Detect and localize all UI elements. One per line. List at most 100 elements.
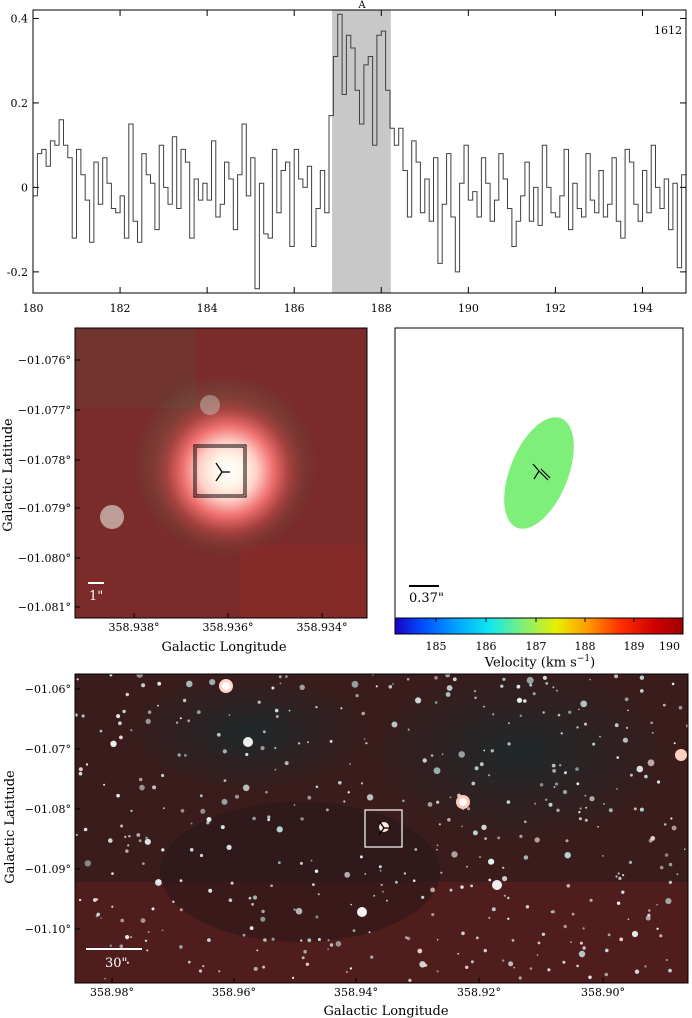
wide-y-ticks xyxy=(75,688,80,930)
colorbar-title-main: Velocity (km s xyxy=(484,655,577,671)
star xyxy=(678,705,683,710)
star xyxy=(274,747,277,749)
star xyxy=(507,742,511,746)
star xyxy=(315,785,319,789)
star xyxy=(199,794,203,798)
star xyxy=(446,685,453,691)
spectrum-id-label: 1612 xyxy=(654,24,682,37)
star xyxy=(668,862,673,867)
star xyxy=(216,732,221,737)
star xyxy=(338,781,342,785)
star xyxy=(223,779,227,782)
star xyxy=(506,800,511,804)
star xyxy=(125,692,129,697)
star xyxy=(559,764,562,767)
source-marker-icon xyxy=(215,462,230,482)
star xyxy=(605,948,609,953)
star xyxy=(300,817,304,821)
star xyxy=(110,740,117,747)
star xyxy=(621,890,625,894)
spectrum-x-tick-label: 190 xyxy=(458,302,479,315)
star xyxy=(508,722,510,724)
star xyxy=(162,807,165,810)
star xyxy=(126,961,129,964)
star xyxy=(412,879,416,882)
velocity-ellipse xyxy=(504,417,574,529)
star xyxy=(301,956,305,960)
star xyxy=(585,806,588,809)
star xyxy=(484,837,487,840)
star xyxy=(245,752,249,757)
zoom-y-axis-title: Galactic Latitude xyxy=(1,418,16,532)
star xyxy=(349,763,351,765)
star xyxy=(631,930,639,938)
star xyxy=(571,912,575,916)
star xyxy=(271,686,275,690)
zoom-x-tick-label: 358.936° xyxy=(203,621,254,634)
star xyxy=(161,848,165,852)
star xyxy=(644,774,648,779)
star xyxy=(467,807,471,811)
zoom-x-tick-label: 358.938° xyxy=(109,621,160,634)
zoom-image-frame xyxy=(74,327,368,619)
star xyxy=(479,762,484,767)
star xyxy=(614,723,619,728)
star xyxy=(441,753,444,755)
zoom-x-ticks xyxy=(133,613,323,618)
star xyxy=(76,678,79,681)
star xyxy=(119,735,123,740)
wide-y-tick-label: −01.07° xyxy=(25,743,71,756)
star xyxy=(116,714,121,719)
star xyxy=(300,939,303,942)
star xyxy=(624,697,629,702)
star xyxy=(471,781,476,786)
star xyxy=(386,899,388,902)
star xyxy=(257,700,261,704)
star xyxy=(299,684,305,690)
star xyxy=(547,968,551,972)
spectrum-x-tick-label: 186 xyxy=(284,302,305,315)
star xyxy=(656,780,661,784)
star xyxy=(651,732,654,734)
star xyxy=(639,675,645,680)
star xyxy=(474,766,479,771)
star xyxy=(436,800,440,804)
star xyxy=(438,823,441,826)
star xyxy=(108,838,113,843)
star xyxy=(75,833,79,837)
wide-source-box xyxy=(364,809,403,848)
star xyxy=(188,960,191,964)
star xyxy=(663,823,667,826)
star xyxy=(578,950,586,958)
star xyxy=(555,689,559,692)
star xyxy=(373,894,376,897)
spectrum-y-tick-label: 0.2 xyxy=(11,97,29,110)
star xyxy=(361,711,366,716)
star xyxy=(523,699,527,703)
star xyxy=(502,876,508,882)
star xyxy=(118,721,122,726)
star xyxy=(271,937,275,941)
star xyxy=(414,848,418,851)
star xyxy=(103,783,106,786)
velocity-range-highlight xyxy=(332,10,391,293)
star xyxy=(366,794,374,801)
star xyxy=(555,782,558,786)
star xyxy=(122,709,126,714)
star xyxy=(460,885,464,889)
star xyxy=(542,711,545,714)
star xyxy=(206,821,210,825)
star xyxy=(421,895,425,899)
star xyxy=(198,969,203,973)
star xyxy=(299,861,303,865)
star xyxy=(615,875,618,878)
star xyxy=(518,976,522,980)
spectrum-series xyxy=(33,13,686,290)
star xyxy=(445,674,450,678)
star xyxy=(584,818,588,822)
star xyxy=(584,722,587,726)
star xyxy=(684,848,686,850)
star xyxy=(430,887,435,893)
star xyxy=(312,883,315,886)
star xyxy=(584,794,587,797)
